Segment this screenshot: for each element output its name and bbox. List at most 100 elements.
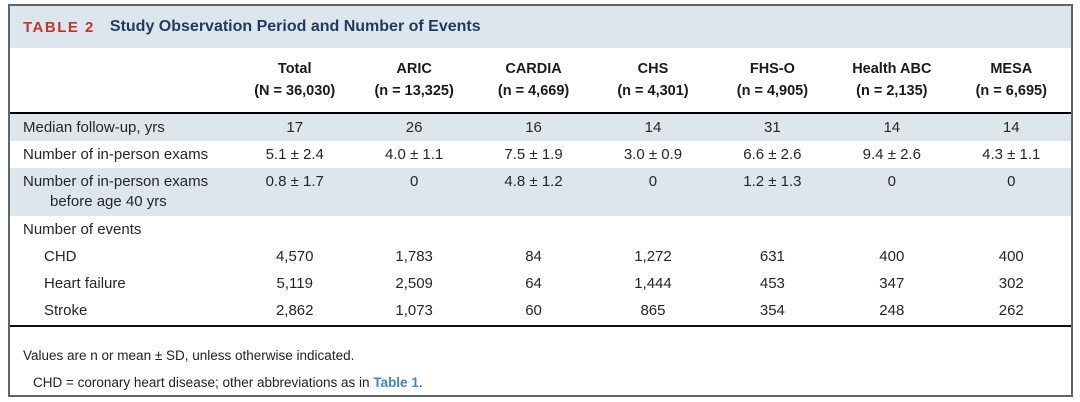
cell: 1,073	[395, 302, 433, 320]
column-n: (n = 4,905)	[736, 82, 809, 99]
table-number-label: TABLE 2	[23, 18, 95, 36]
cell: 26	[405, 118, 423, 136]
row-label-text-line2: before age 40 yrs	[50, 193, 167, 211]
row-label-text: Number of events	[23, 220, 142, 238]
cell: 1,272	[634, 247, 672, 265]
row-label-text: Stroke	[44, 302, 88, 320]
row-label-text: Heart failure	[44, 275, 126, 292]
cell: 4,570	[275, 247, 314, 265]
cell: 0.8 ± 1.7	[265, 173, 324, 190]
cell: 0	[1007, 173, 1016, 190]
column-header-mesa: MESA (n = 6,695)	[951, 48, 1071, 114]
column-header-aric: ARIC (n = 13,325)	[354, 48, 474, 114]
footnote-values-note: Values are n or mean ± SD, unless otherw…	[23, 347, 355, 363]
cell: 0	[648, 173, 658, 190]
cell: 9.4 ± 2.6	[862, 145, 921, 163]
cell: 453	[759, 275, 785, 292]
table-row: Median follow-up, yrs 17 26 16 14 31 14 14	[10, 112, 1071, 141]
cell: 84	[525, 247, 542, 265]
cell: 4.0 ± 1.1	[384, 145, 444, 163]
section-row: Number of events	[10, 216, 1071, 243]
column-header-chs: CHS (n = 4,301)	[593, 48, 713, 114]
table-title-bar: TABLE 2 Study Observation Period and Num…	[10, 6, 1071, 48]
table-row: Number of in-person exams 5.1 ± 2.4 4.0 ± …	[10, 141, 1071, 168]
cell: 354	[759, 302, 785, 320]
footnote-abbrev-text: CHD = coronary heart disease; other abbr…	[33, 374, 374, 390]
cell: 302	[998, 275, 1024, 292]
footnote-abbreviations: CHD = coronary heart disease; other abbr…	[23, 369, 1071, 396]
cell: 64	[525, 275, 542, 292]
column-name: FHS-O	[749, 61, 795, 77]
row-label: Number of in-person exams	[10, 141, 235, 168]
table-header: Total (N = 36,030) ARIC (n = 13,325) CARDIA (…	[10, 48, 1071, 114]
cell: 1,783	[395, 247, 433, 265]
cell: 14	[883, 118, 901, 136]
cell: 17	[286, 118, 304, 136]
cell: 865	[640, 302, 666, 320]
cell: 631	[759, 247, 785, 265]
column-n: (n = 13,325)	[374, 82, 454, 99]
cell: 4.8 ± 1.2	[504, 173, 563, 190]
table-row: Heart failure 5,119 2,509 64 1,444 453 347 302	[10, 270, 1071, 297]
cell	[235, 216, 354, 243]
row-label: Stroke	[10, 297, 235, 324]
row-label: CHD	[10, 243, 235, 270]
study-observation-table: Total (N = 36,030) ARIC (n = 13,325) CARDIA (…	[10, 48, 1071, 325]
table-row: CHD 4,570 1,783 84 1,272 631 400 400	[10, 243, 1071, 270]
column-header-fhs-o: FHS-O (n = 4,905)	[712, 48, 833, 114]
cell: 347	[879, 275, 905, 292]
cell: 14	[1002, 118, 1020, 136]
table-row: Number of in-person exams before age 40 y…	[10, 168, 1071, 216]
column-name: CHS	[637, 61, 669, 77]
cell: 0	[409, 173, 419, 190]
row-label: Number of events	[10, 216, 235, 243]
table-footnotes: Values are n or mean ± SD, unless otherw…	[10, 324, 1071, 396]
cell: 5.1 ± 2.4	[265, 145, 324, 163]
column-name: ARIC	[396, 61, 432, 77]
row-label-text: Number of in-person exams	[23, 145, 209, 163]
cell: 262	[998, 302, 1024, 320]
cell: 1.2 ± 1.3	[743, 173, 802, 190]
column-n: (N = 36,030)	[254, 82, 336, 99]
row-label-text: Median follow-up, yrs	[23, 118, 165, 136]
table-card: TABLE 2 Study Observation Period and Num…	[8, 4, 1073, 397]
table-header-row: Total (N = 36,030) ARIC (n = 13,325) CARDIA (…	[10, 48, 1071, 114]
cell: 60	[525, 302, 542, 320]
row-label-text: CHD	[44, 247, 77, 265]
cell: 4.3 ± 1.1	[982, 145, 1041, 163]
cell	[593, 216, 712, 243]
table-title: Study Observation Period and Number of E…	[109, 18, 481, 35]
empty-header-cell	[10, 48, 235, 114]
row-label: Median follow-up, yrs	[10, 113, 235, 141]
cell: 2,509	[395, 275, 433, 292]
cell	[474, 216, 593, 243]
row-label-text: Number of in-person exams	[23, 173, 209, 190]
cell: 7.5 ± 1.9	[504, 145, 563, 163]
column-name: Total	[277, 61, 312, 77]
column-header-total: Total (N = 36,030)	[235, 48, 355, 114]
table-1-link[interactable]: Table 1	[373, 374, 419, 390]
table-body: Median follow-up, yrs 17 26 16 14 31 14 14 Numbe…	[10, 112, 1071, 325]
column-header-health-abc: Health ABC (n = 2,135)	[832, 48, 952, 114]
cell: 5,119	[276, 275, 313, 292]
cell: 400	[879, 247, 905, 265]
cell: 2,862	[275, 302, 314, 320]
cell: 400	[998, 247, 1024, 265]
column-n: (n = 4,301)	[617, 82, 689, 99]
column-n: (n = 2,135)	[856, 82, 928, 99]
cell	[354, 216, 473, 243]
cell: 6.6 ± 2.6	[743, 145, 802, 163]
cell: 3.0 ± 0.9	[623, 145, 683, 163]
column-name: MESA	[990, 61, 1033, 77]
cell: 31	[764, 118, 781, 136]
cell	[713, 216, 832, 243]
cell: 248	[879, 302, 905, 320]
column-n: (n = 4,669)	[497, 82, 570, 99]
cell: 16	[525, 118, 542, 136]
row-label: Number of in-person exams before age 40 y…	[10, 168, 235, 216]
cell: 1,444	[634, 275, 672, 292]
table-row: Stroke 2,862 1,073 60 865 354 248 262	[10, 297, 1071, 324]
row-label: Heart failure	[10, 270, 235, 297]
column-name: CARDIA	[505, 61, 562, 77]
cell: 0	[887, 173, 896, 190]
